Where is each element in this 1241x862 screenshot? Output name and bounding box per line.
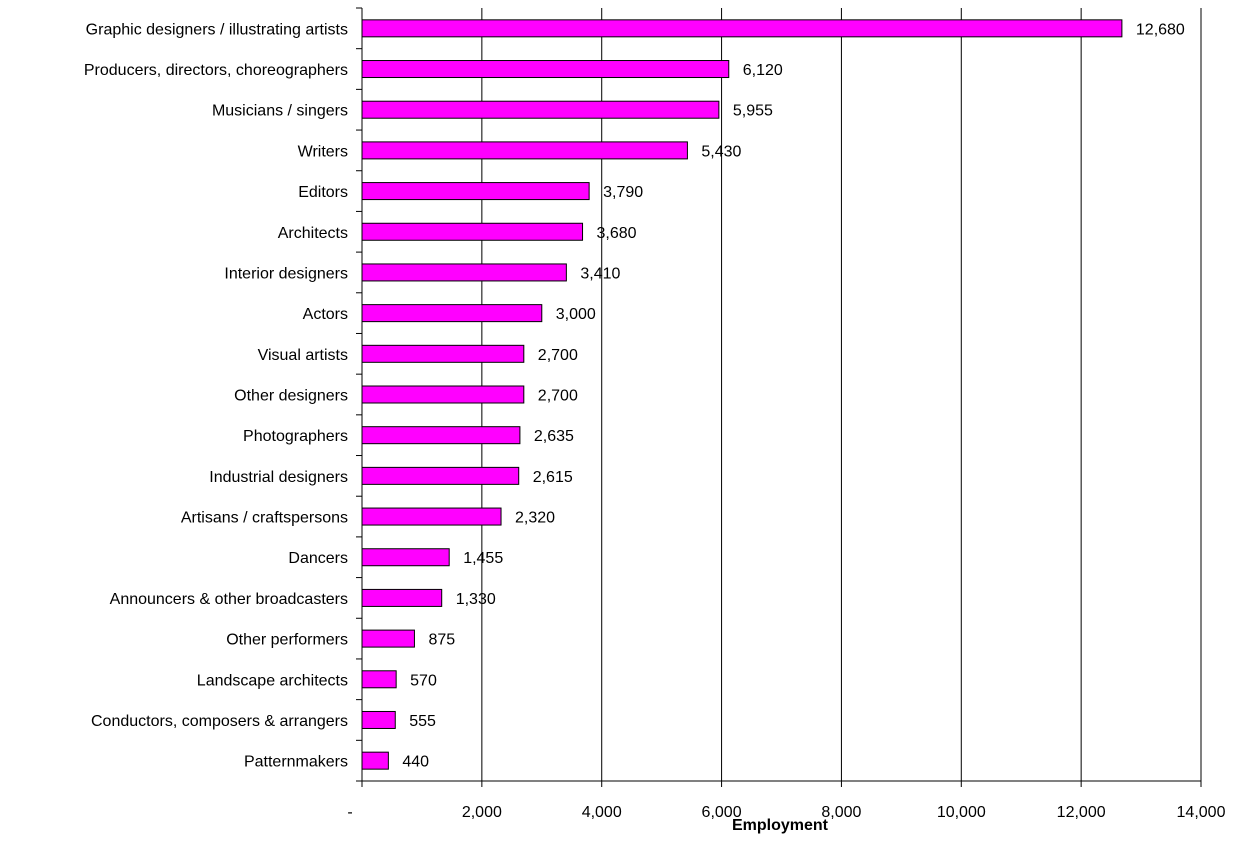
- category-label: Industrial designers: [209, 469, 348, 486]
- x-tick-label: 10,000: [937, 804, 986, 821]
- bars: [361, 19, 1123, 770]
- bar: [361, 710, 396, 729]
- category-label: Photographers: [243, 428, 348, 445]
- bar: [361, 141, 688, 160]
- value-label: 3,410: [580, 265, 620, 282]
- bar: [361, 629, 415, 648]
- bar: [361, 263, 567, 282]
- value-label: 2,700: [538, 388, 578, 405]
- category-label: Artisans / craftspersons: [181, 510, 348, 527]
- bar: [361, 507, 502, 526]
- category-label: Interior designers: [224, 265, 348, 282]
- category-label: Dancers: [288, 550, 348, 567]
- category-labels: Graphic designers / illustrating artists…: [84, 21, 348, 770]
- value-label: 5,955: [733, 103, 773, 120]
- value-label: 5,430: [701, 143, 741, 160]
- category-label: Conductors, composers & arrangers: [91, 713, 348, 730]
- bar: [361, 304, 543, 323]
- x-tick-label: 6,000: [702, 804, 742, 821]
- x-tick-label: 8,000: [821, 804, 861, 821]
- bar: [361, 100, 720, 119]
- value-label: 1,455: [463, 550, 503, 567]
- value-label: 440: [402, 754, 429, 771]
- value-label: 12,680: [1136, 21, 1185, 38]
- bar: [361, 60, 730, 79]
- bar: [361, 344, 525, 363]
- x-tick-label: 14,000: [1177, 804, 1226, 821]
- category-label: Announcers & other broadcasters: [110, 591, 348, 608]
- gridlines: [481, 8, 1202, 781]
- category-label: Actors: [303, 306, 348, 323]
- category-label: Writers: [298, 143, 348, 160]
- value-label: 3,000: [556, 306, 596, 323]
- category-label: Other designers: [234, 388, 348, 405]
- value-labels: 12,680 6,120 5,955 5,430 3,790 3,680 3,410 3,00…: [402, 21, 1185, 770]
- category-label: Architects: [278, 225, 348, 242]
- x-tick-label: 4,000: [582, 804, 622, 821]
- value-label: 1,330: [456, 591, 496, 608]
- x-tick-labels: - 2,000 4,000 6,000 8,000 10,000 12,000 14,000: [347, 804, 1225, 821]
- category-label: Editors: [298, 184, 348, 201]
- bar: [361, 548, 450, 567]
- value-label: 555: [409, 713, 436, 730]
- value-label: 3,680: [597, 225, 637, 242]
- bar: [361, 588, 443, 607]
- category-label: Graphic designers / illustrating artists: [86, 21, 348, 38]
- x-tick-label: -: [347, 804, 352, 821]
- bar: [361, 385, 525, 404]
- bar: [361, 670, 397, 689]
- category-label: Landscape architects: [197, 672, 348, 689]
- category-label: Musicians / singers: [212, 103, 348, 120]
- bar: [361, 466, 520, 485]
- value-label: 2,320: [515, 510, 555, 527]
- value-label: 3,790: [603, 184, 643, 201]
- value-label: 2,635: [534, 428, 574, 445]
- axes: [356, 7, 1202, 787]
- category-label: Patternmakers: [244, 754, 348, 771]
- category-label: Producers, directors, choreographers: [84, 62, 348, 79]
- bar: [361, 182, 590, 201]
- x-tick-label: 12,000: [1057, 804, 1106, 821]
- value-label: 2,700: [538, 347, 578, 364]
- x-axis-title: Employment: [732, 817, 829, 834]
- value-label: 2,615: [533, 469, 573, 486]
- value-label: 6,120: [743, 62, 783, 79]
- category-label: Other performers: [226, 632, 348, 649]
- bar: [361, 751, 389, 770]
- bar: [361, 426, 521, 445]
- category-label: Visual artists: [258, 347, 348, 364]
- bar: [361, 19, 1123, 38]
- x-tick-label: 2,000: [462, 804, 502, 821]
- bar: [361, 222, 584, 241]
- value-label: 875: [428, 632, 455, 649]
- value-label: 570: [410, 672, 437, 689]
